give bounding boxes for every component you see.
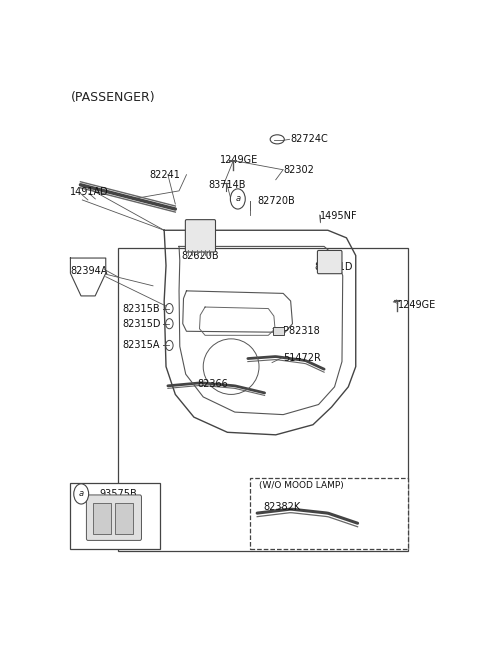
Text: 51472R: 51472R: [283, 352, 321, 363]
Circle shape: [230, 189, 245, 209]
Bar: [251, 478, 408, 550]
Text: 82382K: 82382K: [264, 502, 301, 512]
Circle shape: [74, 484, 89, 504]
Text: P82318: P82318: [283, 326, 320, 337]
Bar: [118, 248, 408, 551]
Text: 82366: 82366: [198, 379, 228, 389]
Text: 83714B: 83714B: [209, 180, 246, 190]
Text: 82302: 82302: [283, 165, 314, 174]
Text: 1249GE: 1249GE: [398, 300, 436, 310]
Text: 1491AD: 1491AD: [71, 188, 109, 197]
Bar: [71, 483, 160, 550]
FancyBboxPatch shape: [185, 220, 216, 252]
Text: a: a: [235, 194, 240, 203]
Bar: [273, 327, 284, 335]
Text: (PASSENGER): (PASSENGER): [71, 91, 156, 104]
Text: 82394A: 82394A: [71, 266, 108, 276]
Text: (W/O MOOD LAMP): (W/O MOOD LAMP): [259, 481, 344, 490]
Text: 1495NF: 1495NF: [320, 211, 357, 221]
Text: 82315A: 82315A: [122, 340, 160, 350]
FancyBboxPatch shape: [86, 495, 142, 541]
Text: 93575B: 93575B: [99, 489, 137, 499]
Text: 82720B: 82720B: [257, 196, 295, 206]
Text: 82724C: 82724C: [290, 134, 328, 144]
Bar: [115, 503, 133, 535]
Text: 82315B: 82315B: [122, 304, 160, 314]
Text: 1249GE: 1249GE: [220, 155, 258, 165]
Text: 82621D: 82621D: [315, 262, 353, 272]
Text: 82620B: 82620B: [181, 251, 218, 260]
Text: 82241: 82241: [149, 170, 180, 180]
FancyBboxPatch shape: [317, 251, 342, 274]
Text: 82315D: 82315D: [122, 319, 161, 329]
Bar: [93, 503, 110, 535]
Text: a: a: [79, 489, 84, 499]
